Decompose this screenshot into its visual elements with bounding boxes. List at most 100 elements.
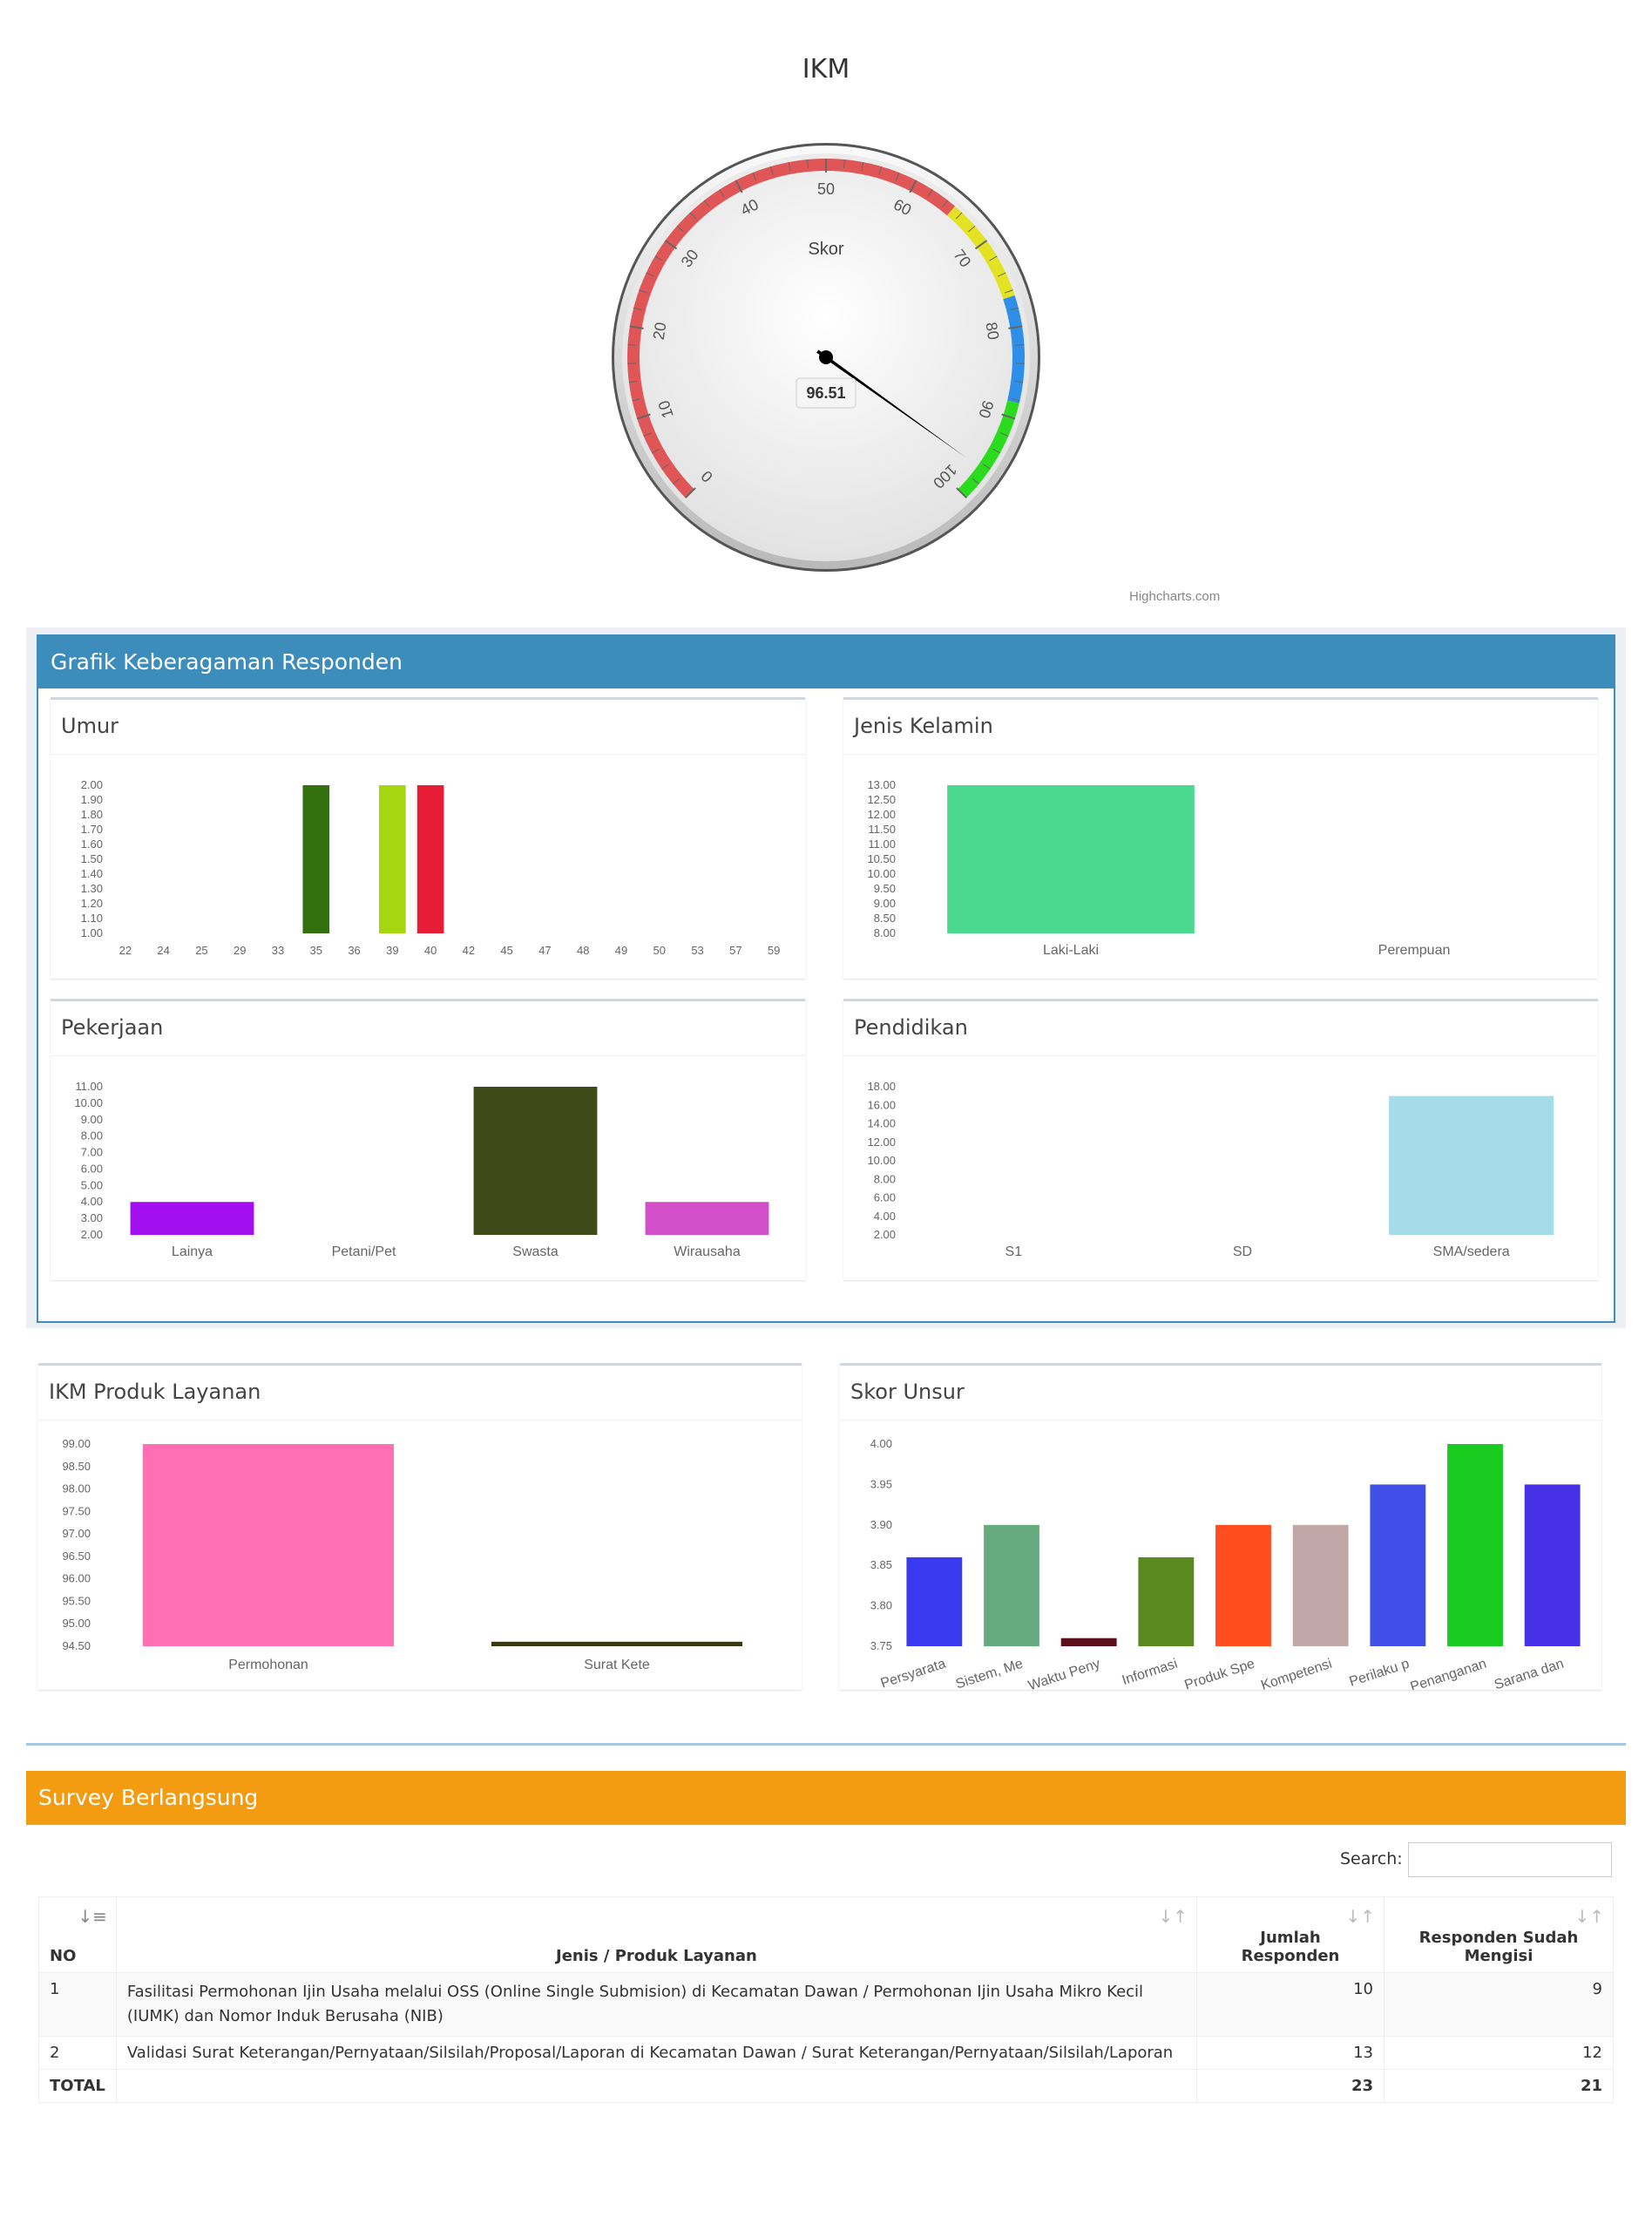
- x-tick-label: Petani/Pet: [332, 1244, 396, 1259]
- y-tick-label: 4.00: [874, 1210, 896, 1223]
- y-tick-label: 2.00: [81, 1228, 103, 1241]
- bar: [491, 1641, 742, 1646]
- y-tick-label: 9.00: [81, 1113, 103, 1126]
- sort-icon[interactable]: ↓↑: [1345, 1906, 1375, 1927]
- bar: [143, 1444, 394, 1646]
- gauge-pivot: [819, 350, 833, 364]
- pekerjaan-title: Pekerjaan: [61, 1015, 164, 1040]
- y-tick-label: 94.50: [62, 1639, 91, 1652]
- y-tick-label: 11.00: [75, 1080, 103, 1093]
- table-row[interactable]: 2 Validasi Surat Keterangan/Pernyataan/S…: [38, 2035, 1614, 2070]
- row-no: 2: [38, 2035, 117, 2070]
- y-tick-label: 11.50: [868, 823, 896, 836]
- gauge-tick-label: 50: [817, 180, 835, 198]
- x-tick-label: 53: [691, 944, 703, 957]
- y-tick-label: 98.50: [62, 1460, 91, 1473]
- x-tick-label: Swasta: [512, 1244, 559, 1259]
- y-tick-label: 95.00: [62, 1617, 91, 1630]
- x-tick-label: 33: [272, 944, 284, 957]
- bar: [379, 785, 406, 933]
- gauge-minor-tick: [942, 200, 949, 208]
- y-tick-label: 8.50: [874, 912, 896, 925]
- x-tick-label: 42: [463, 944, 475, 957]
- y-tick-label: 2.00: [874, 1228, 896, 1241]
- bar: [984, 1524, 1039, 1646]
- skor-unsur-chart: 3.75 3.80 3.85 3.90 3.95 4.00 Persyarata Sistem…: [870, 1437, 1581, 1690]
- gauge-minor-tick: [703, 200, 710, 208]
- y-tick-label: 12.00: [867, 1136, 896, 1149]
- col-no[interactable]: ↓≡ NO: [38, 1896, 117, 1973]
- ikm-produk-title: IKM Produk Layanan: [49, 1380, 261, 1404]
- gauge-minor-tick: [1010, 307, 1019, 311]
- gauge-minor-tick: [1011, 398, 1020, 402]
- gauge-minor-tick: [719, 189, 725, 198]
- x-tick-label: Laki-Laki: [1043, 943, 1099, 958]
- x-tick-label: 24: [157, 944, 169, 957]
- sort-asc-icon[interactable]: ↓≡: [78, 1906, 107, 1927]
- table-row[interactable]: 1 Fasilitasi Permohonan Ijin Usaha melal…: [38, 1972, 1614, 2037]
- y-tick-label: 1.30: [81, 882, 103, 895]
- gauge-major-tick: [974, 240, 988, 250]
- y-tick-label: 1.10: [81, 912, 103, 925]
- y-tick-label: 96.00: [62, 1572, 91, 1585]
- x-tick-label: 59: [768, 944, 780, 957]
- x-tick-label: Lainya: [172, 1244, 213, 1259]
- gauge-minor-tick: [1014, 380, 1024, 383]
- total-sudah: 21: [1384, 2068, 1614, 2103]
- row-no: 1: [38, 1972, 117, 2037]
- y-tick-label: 1.60: [81, 837, 103, 851]
- ikm-produk-chart: 94.50 95.00 95.50 96.00 96.50 97.00 97.50 98.00…: [62, 1437, 742, 1672]
- pekerjaan-chart: 2.00 3.00 4.00 5.00 6.00 7.00 8.00 9.00 10.00 11.…: [74, 1080, 769, 1259]
- pendidikan-chart: 2.00 4.00 6.00 8.00 10.00 12.00 14.00 16.00 18.0…: [867, 1080, 1554, 1259]
- gauge-minor-tick: [627, 344, 637, 346]
- y-tick-label: 11.00: [868, 837, 896, 851]
- x-tick-label: Surat Kete: [584, 1658, 650, 1672]
- search-input[interactable]: [1408, 1842, 1612, 1877]
- highcharts-credits[interactable]: Highcharts.com: [1129, 589, 1221, 604]
- x-tick-label: Waktu Peny: [1026, 1657, 1102, 1690]
- gauge-minor-tick: [999, 432, 1009, 437]
- gauge-minor-tick: [878, 166, 883, 175]
- gauge-minor-tick: [983, 464, 991, 470]
- y-tick-label: 1.00: [81, 926, 103, 939]
- gauge-band: [627, 159, 956, 498]
- pendidikan-panel: Pendidikan 2.00 4.00 6.00 8.00 10.00 12.00 14.…: [843, 999, 1598, 1280]
- gauge-minor-tick: [752, 172, 757, 181]
- gauge-major-tick: [1008, 325, 1023, 329]
- gauge-minor-tick: [861, 161, 864, 171]
- sort-icon[interactable]: ↓↑: [1574, 1906, 1604, 1927]
- y-tick-label: 1.50: [81, 852, 103, 865]
- col-sudah[interactable]: ↓↑ Responden Sudah Mengisi: [1384, 1896, 1614, 1973]
- bar: [1524, 1484, 1581, 1646]
- gauge-minor-tick: [633, 307, 642, 311]
- col-jenis[interactable]: ↓↑ Jenis / Produk Layanan: [115, 1896, 1198, 1973]
- x-tick-label: 49: [615, 944, 627, 957]
- sort-icon[interactable]: ↓↑: [1158, 1906, 1188, 1927]
- row-sudah: 9: [1384, 1972, 1614, 2037]
- x-tick-label: Sarana dan: [1493, 1657, 1566, 1690]
- umur-chart: 1.001.10 1.20 1.30 1.40 1.501.601.70 1.80 1.90…: [81, 778, 781, 957]
- row-jumlah: 13: [1196, 2035, 1385, 2070]
- y-tick-label: 10.00: [867, 867, 896, 880]
- y-tick-label: 10.50: [867, 852, 896, 865]
- y-tick-label: 6.00: [874, 1191, 896, 1204]
- gauge-minor-tick: [639, 289, 648, 294]
- gauge-minor-tick: [992, 448, 1001, 454]
- y-tick-label: 4.00: [81, 1195, 103, 1208]
- y-tick-label: 6.00: [81, 1162, 103, 1175]
- y-tick-label: 4.00: [870, 1437, 892, 1450]
- gauge-minor-tick: [654, 255, 663, 261]
- y-tick-label: 10.00: [867, 1154, 896, 1167]
- gauge-minor-tick: [1015, 344, 1025, 346]
- gauge-minor-tick: [1004, 289, 1013, 294]
- y-tick-label: 9.00: [874, 897, 896, 910]
- x-tick-label: 45: [500, 944, 512, 957]
- x-tick-label: 50: [653, 944, 666, 957]
- total-label: TOTAL: [38, 2068, 117, 2103]
- y-tick-label: 7.00: [81, 1146, 103, 1159]
- bar: [1389, 1095, 1554, 1235]
- col-jumlah[interactable]: ↓↑ Jumlah Responden: [1196, 1896, 1385, 1973]
- y-tick-label: 99.00: [62, 1437, 91, 1450]
- x-tick-label: 47: [538, 944, 551, 957]
